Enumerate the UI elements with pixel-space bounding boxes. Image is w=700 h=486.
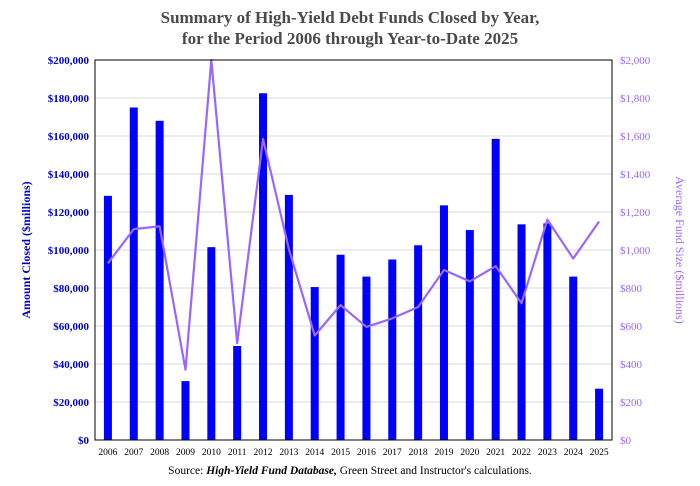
right-axis-title: Average Fund Size ($millions) xyxy=(673,176,687,323)
bar-2010 xyxy=(207,247,216,440)
left-tick-label: $60,000 xyxy=(53,321,89,333)
source-database: High-Yield Fund Database, xyxy=(206,465,337,477)
x-tick-label: 2008 xyxy=(150,448,169,458)
bar-2012 xyxy=(259,93,268,440)
x-tick-label: 2012 xyxy=(254,448,273,458)
bar-2011 xyxy=(233,345,242,440)
x-tick-label: 2025 xyxy=(590,448,609,458)
right-tick-label: $600 xyxy=(620,321,643,333)
right-tick-label: $1,200 xyxy=(620,207,651,219)
left-tick-label: $140,000 xyxy=(48,169,90,181)
right-tick-label: $1,800 xyxy=(620,93,651,105)
bar-2022 xyxy=(517,224,526,440)
x-tick-label: 2011 xyxy=(228,448,247,458)
x-tick-label: 2015 xyxy=(331,448,350,458)
source-suffix: Green Street and Instructor's calculatio… xyxy=(336,465,532,477)
bar-2007 xyxy=(129,107,138,440)
left-tick-label: $80,000 xyxy=(53,283,89,295)
x-tick-label: 2010 xyxy=(202,448,221,458)
right-tick-label: $1,400 xyxy=(620,169,651,181)
right-tick-label: $800 xyxy=(620,283,643,295)
right-tick-label: $2,000 xyxy=(620,55,651,67)
x-tick-label: 2018 xyxy=(409,448,428,458)
chart-title-line-2: for the Period 2006 through Year-to-Date… xyxy=(181,29,519,48)
left-tick-label: $200,000 xyxy=(48,55,90,67)
bar-2025 xyxy=(595,388,604,440)
x-tick-label: 2019 xyxy=(434,448,453,458)
left-tick-label: $180,000 xyxy=(48,93,90,105)
x-tick-label: 2022 xyxy=(512,448,531,458)
left-tick-label: $0 xyxy=(78,435,90,447)
source-prefix: Source: xyxy=(168,465,207,477)
left-axis-title: Amount Closed ($millions) xyxy=(19,181,33,318)
x-tick-label: 2009 xyxy=(176,448,195,458)
line-average-fund-size xyxy=(107,58,600,371)
right-tick-label: $200 xyxy=(620,397,643,409)
x-tick-label: 2017 xyxy=(383,448,402,458)
bar-2023 xyxy=(543,223,552,440)
right-tick-label: $400 xyxy=(620,359,643,371)
bar-2008 xyxy=(155,120,164,441)
x-tick-label: 2013 xyxy=(279,448,298,458)
bar-2021 xyxy=(491,138,500,440)
x-tick-label: 2023 xyxy=(538,448,557,458)
x-tick-label: 2014 xyxy=(305,448,324,458)
left-tick-label: $40,000 xyxy=(53,359,89,371)
bar-2014 xyxy=(310,287,319,440)
bar-2016 xyxy=(362,276,371,440)
bar-2020 xyxy=(465,230,474,440)
x-tick-label: 2024 xyxy=(564,448,583,458)
right-tick-label: $1,000 xyxy=(620,245,651,257)
bar-2009 xyxy=(181,381,190,440)
bar-2018 xyxy=(414,245,423,440)
x-tick-label: 2007 xyxy=(124,448,143,458)
chart-title-line-1: Summary of High-Yield Debt Funds Closed … xyxy=(160,8,540,27)
bar-2013 xyxy=(284,194,293,440)
left-tick-label: $160,000 xyxy=(48,131,90,143)
right-tick-label: $0 xyxy=(620,435,632,447)
x-tick-label: 2006 xyxy=(98,448,117,458)
x-tick-label: 2020 xyxy=(460,448,479,458)
right-tick-label: $1,600 xyxy=(620,131,651,143)
left-tick-label: $120,000 xyxy=(48,207,90,219)
plot-frame xyxy=(94,59,613,441)
bar-2024 xyxy=(569,276,578,440)
bar-2006 xyxy=(103,195,112,440)
bar-2019 xyxy=(439,205,448,440)
x-tick-label: 2021 xyxy=(486,448,505,458)
bar-2015 xyxy=(336,254,345,440)
left-tick-label: $100,000 xyxy=(48,245,90,257)
source-note: Source: High-Yield Fund Database, Green … xyxy=(0,465,700,477)
x-tick-label: 2016 xyxy=(357,448,376,458)
bar-2017 xyxy=(388,259,397,440)
left-tick-label: $20,000 xyxy=(53,397,89,409)
